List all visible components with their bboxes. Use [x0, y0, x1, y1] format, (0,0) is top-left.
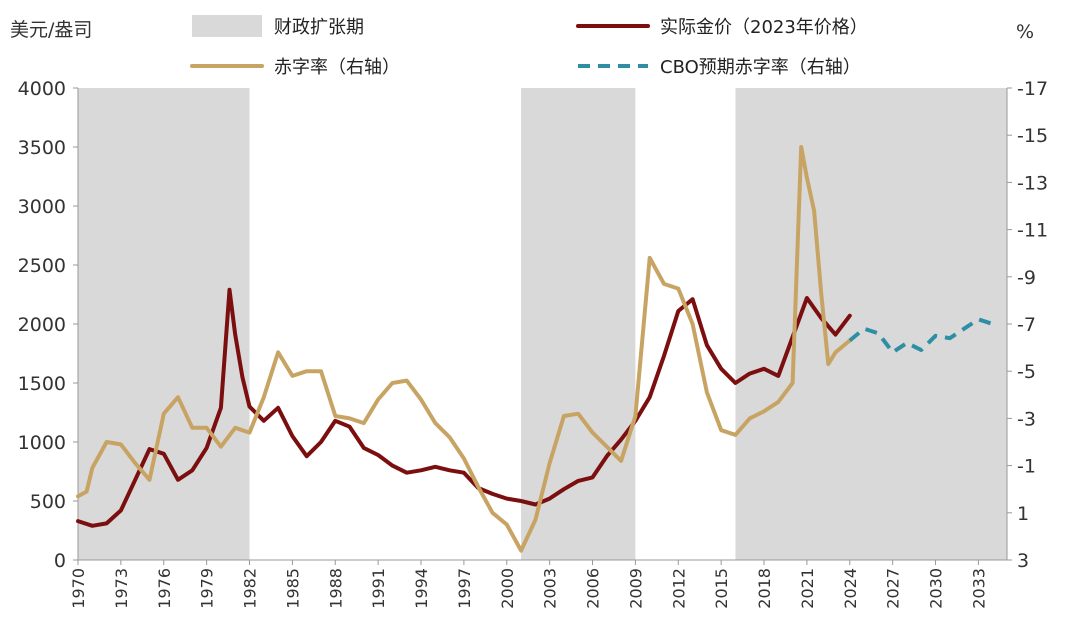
right-tick-label-3: 3 — [1017, 550, 1029, 572]
legend-label-0: 财政扩张期 — [274, 17, 364, 38]
legend-label-3: CBO预期赤字率（右轴） — [660, 57, 861, 78]
right-tick-label--9: -9 — [1017, 267, 1036, 289]
right-axis-label: % — [1016, 21, 1034, 43]
shaded-period-0 — [78, 88, 250, 560]
x-tick-label-2021: 2021 — [798, 568, 817, 609]
legend: 财政扩张期 实际金价（2023年价格） 赤字率（右轴） CBO预期赤字率（右轴） — [190, 15, 868, 78]
x-tick-label-2006: 2006 — [584, 568, 603, 609]
x-tick-label-1979: 1979 — [198, 568, 217, 609]
right-tick-label--11: -11 — [1017, 220, 1048, 242]
x-tick-label-1985: 1985 — [283, 568, 302, 609]
left-tick-label-0: 0 — [54, 550, 66, 572]
x-tick-label-2015: 2015 — [712, 568, 731, 609]
x-tick-label-2009: 2009 — [626, 568, 645, 609]
legend-label-2: 赤字率（右轴） — [274, 57, 400, 78]
x-tick-label-1982: 1982 — [241, 568, 260, 609]
x-tick-label-2024: 2024 — [841, 568, 860, 609]
left-tick-label-3500: 3500 — [18, 137, 66, 159]
right-tick-label--13: -13 — [1017, 172, 1048, 194]
shaded-periods — [78, 88, 1007, 560]
x-tick-label-2033: 2033 — [969, 568, 988, 609]
right-tick-label--7: -7 — [1017, 314, 1036, 336]
x-tick-label-2030: 2030 — [927, 568, 946, 609]
right-tick-label--15: -15 — [1017, 125, 1048, 147]
left-tick-label-1000: 1000 — [18, 432, 66, 454]
x-tick-label-2018: 2018 — [755, 568, 774, 609]
x-tick-label-1970: 1970 — [69, 568, 88, 609]
x-tick-label-2027: 2027 — [884, 568, 903, 609]
left-tick-label-2000: 2000 — [18, 314, 66, 336]
series — [76, 145, 994, 553]
legend-swatch-0 — [192, 15, 262, 37]
x-tick-label-1973: 1973 — [112, 568, 131, 609]
shaded-period-2 — [735, 88, 1007, 560]
x-tick-label-1988: 1988 — [326, 568, 345, 609]
legend-label-1: 实际金价（2023年价格） — [660, 17, 868, 38]
left-axis-label: 美元/盎司 — [10, 19, 92, 41]
right-tick-label--5: -5 — [1017, 361, 1036, 383]
x-tick-label-1994: 1994 — [412, 568, 431, 609]
axes: 0 500 1000 1500 2000 2500 3000 3500 4000 3 1 -1 -3 -5… — [18, 78, 1048, 609]
shaded-period-1 — [521, 88, 636, 560]
x-tick-label-1976: 1976 — [155, 568, 174, 609]
x-tick-label-1997: 1997 — [455, 568, 474, 609]
left-tick-label-1500: 1500 — [18, 373, 66, 395]
left-tick-label-2500: 2500 — [18, 255, 66, 277]
left-tick-label-4000: 4000 — [18, 78, 66, 100]
right-tick-label--3: -3 — [1017, 408, 1036, 430]
left-tick-label-3000: 3000 — [18, 196, 66, 218]
x-tick-label-1991: 1991 — [369, 568, 388, 609]
x-tick-label-2000: 2000 — [498, 568, 517, 609]
x-tick-label-2003: 2003 — [541, 568, 560, 609]
right-tick-label-1: 1 — [1017, 503, 1029, 525]
x-tick-label-2012: 2012 — [669, 568, 688, 609]
right-tick-label--1: -1 — [1017, 456, 1036, 478]
left-tick-label-500: 500 — [30, 491, 66, 513]
right-tick-label--17: -17 — [1017, 78, 1048, 100]
